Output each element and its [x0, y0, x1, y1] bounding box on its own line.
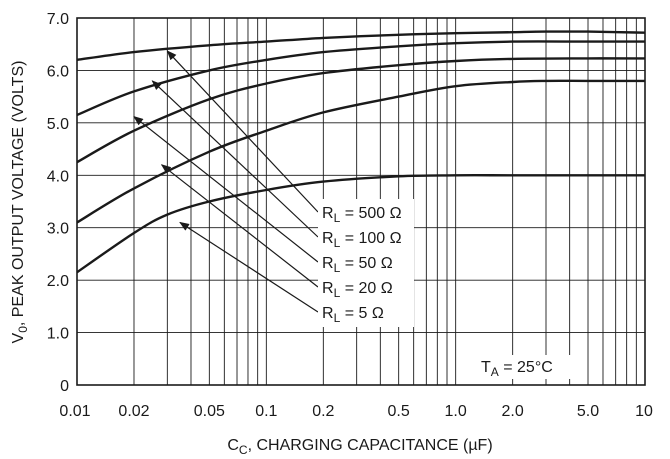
- y-tick-label: 3.0: [47, 221, 69, 238]
- x-tick-label: 0.5: [388, 403, 410, 420]
- series-line-3: [76, 79, 645, 224]
- series-label-20: RL = 20 Ω: [322, 280, 393, 300]
- series-label-5: RL = 5 Ω: [322, 305, 384, 325]
- series-arrow-0: [166, 50, 319, 213]
- x-tick-label: 0.2: [312, 403, 334, 420]
- series-line-2: [76, 57, 646, 164]
- y-axis-title: V0, PEAK OUTPUT VOLTAGE (VOLTS): [10, 61, 30, 344]
- y-tick-labels: 0 1.0 2.0 3.0 4.0 5.0 6.0 7.0: [47, 11, 69, 395]
- x-tick-label: 2.0: [502, 403, 524, 420]
- series-line-4: [76, 174, 645, 274]
- x-tick-labels: 0.01 0.02 0.05 0.1 0.2 0.5 1.0 2.0 5.0 10: [59, 403, 653, 420]
- x-tick-label: 0.1: [255, 403, 277, 420]
- series-label-500: RL = 500 Ω: [322, 205, 402, 225]
- x-tick-label: 1.0: [445, 403, 467, 420]
- curves: [76, 30, 646, 274]
- series-line-1: [76, 40, 645, 117]
- y-tick-label: 4.0: [47, 168, 69, 185]
- x-tick-label: 0.02: [118, 403, 149, 420]
- y-tick-label: 2.0: [47, 273, 69, 290]
- x-tick-label: 10: [635, 403, 653, 420]
- temperature-annotation-text: TA = 25°C: [481, 359, 553, 379]
- y-tick-label: 6.0: [47, 63, 69, 80]
- series-arrow-2: [133, 115, 319, 263]
- series-arrow-3: [160, 164, 319, 288]
- y-tick-label: 5.0: [47, 116, 69, 133]
- y-tick-label: 0: [60, 378, 69, 395]
- x-tick-label: 0.05: [194, 403, 225, 420]
- arrows: [133, 50, 319, 313]
- y-tick-label: 1.0: [47, 326, 69, 343]
- x-axis-title: CC, CHARGING CAPACITANCE (µF): [227, 437, 492, 457]
- series-label-50: RL = 50 Ω: [322, 255, 393, 275]
- temperature-annotation: TA = 25°C: [478, 355, 574, 379]
- temperature-annotation-bg: [478, 355, 574, 379]
- series-label-100: RL = 100 Ω: [322, 230, 402, 250]
- series-line-0: [76, 30, 646, 62]
- series-arrow-1: [151, 80, 319, 238]
- series-arrow-4: [179, 221, 319, 313]
- y-tick-label: 7.0: [47, 11, 69, 28]
- series-labels: RL = 500 Ω RL = 100 Ω RL = 50 Ω RL = 20 …: [318, 199, 414, 327]
- x-tick-label: 0.01: [59, 403, 90, 420]
- series-label-bg: [318, 199, 414, 327]
- x-tick-label: 5.0: [577, 403, 599, 420]
- plot-frame: [76, 17, 646, 386]
